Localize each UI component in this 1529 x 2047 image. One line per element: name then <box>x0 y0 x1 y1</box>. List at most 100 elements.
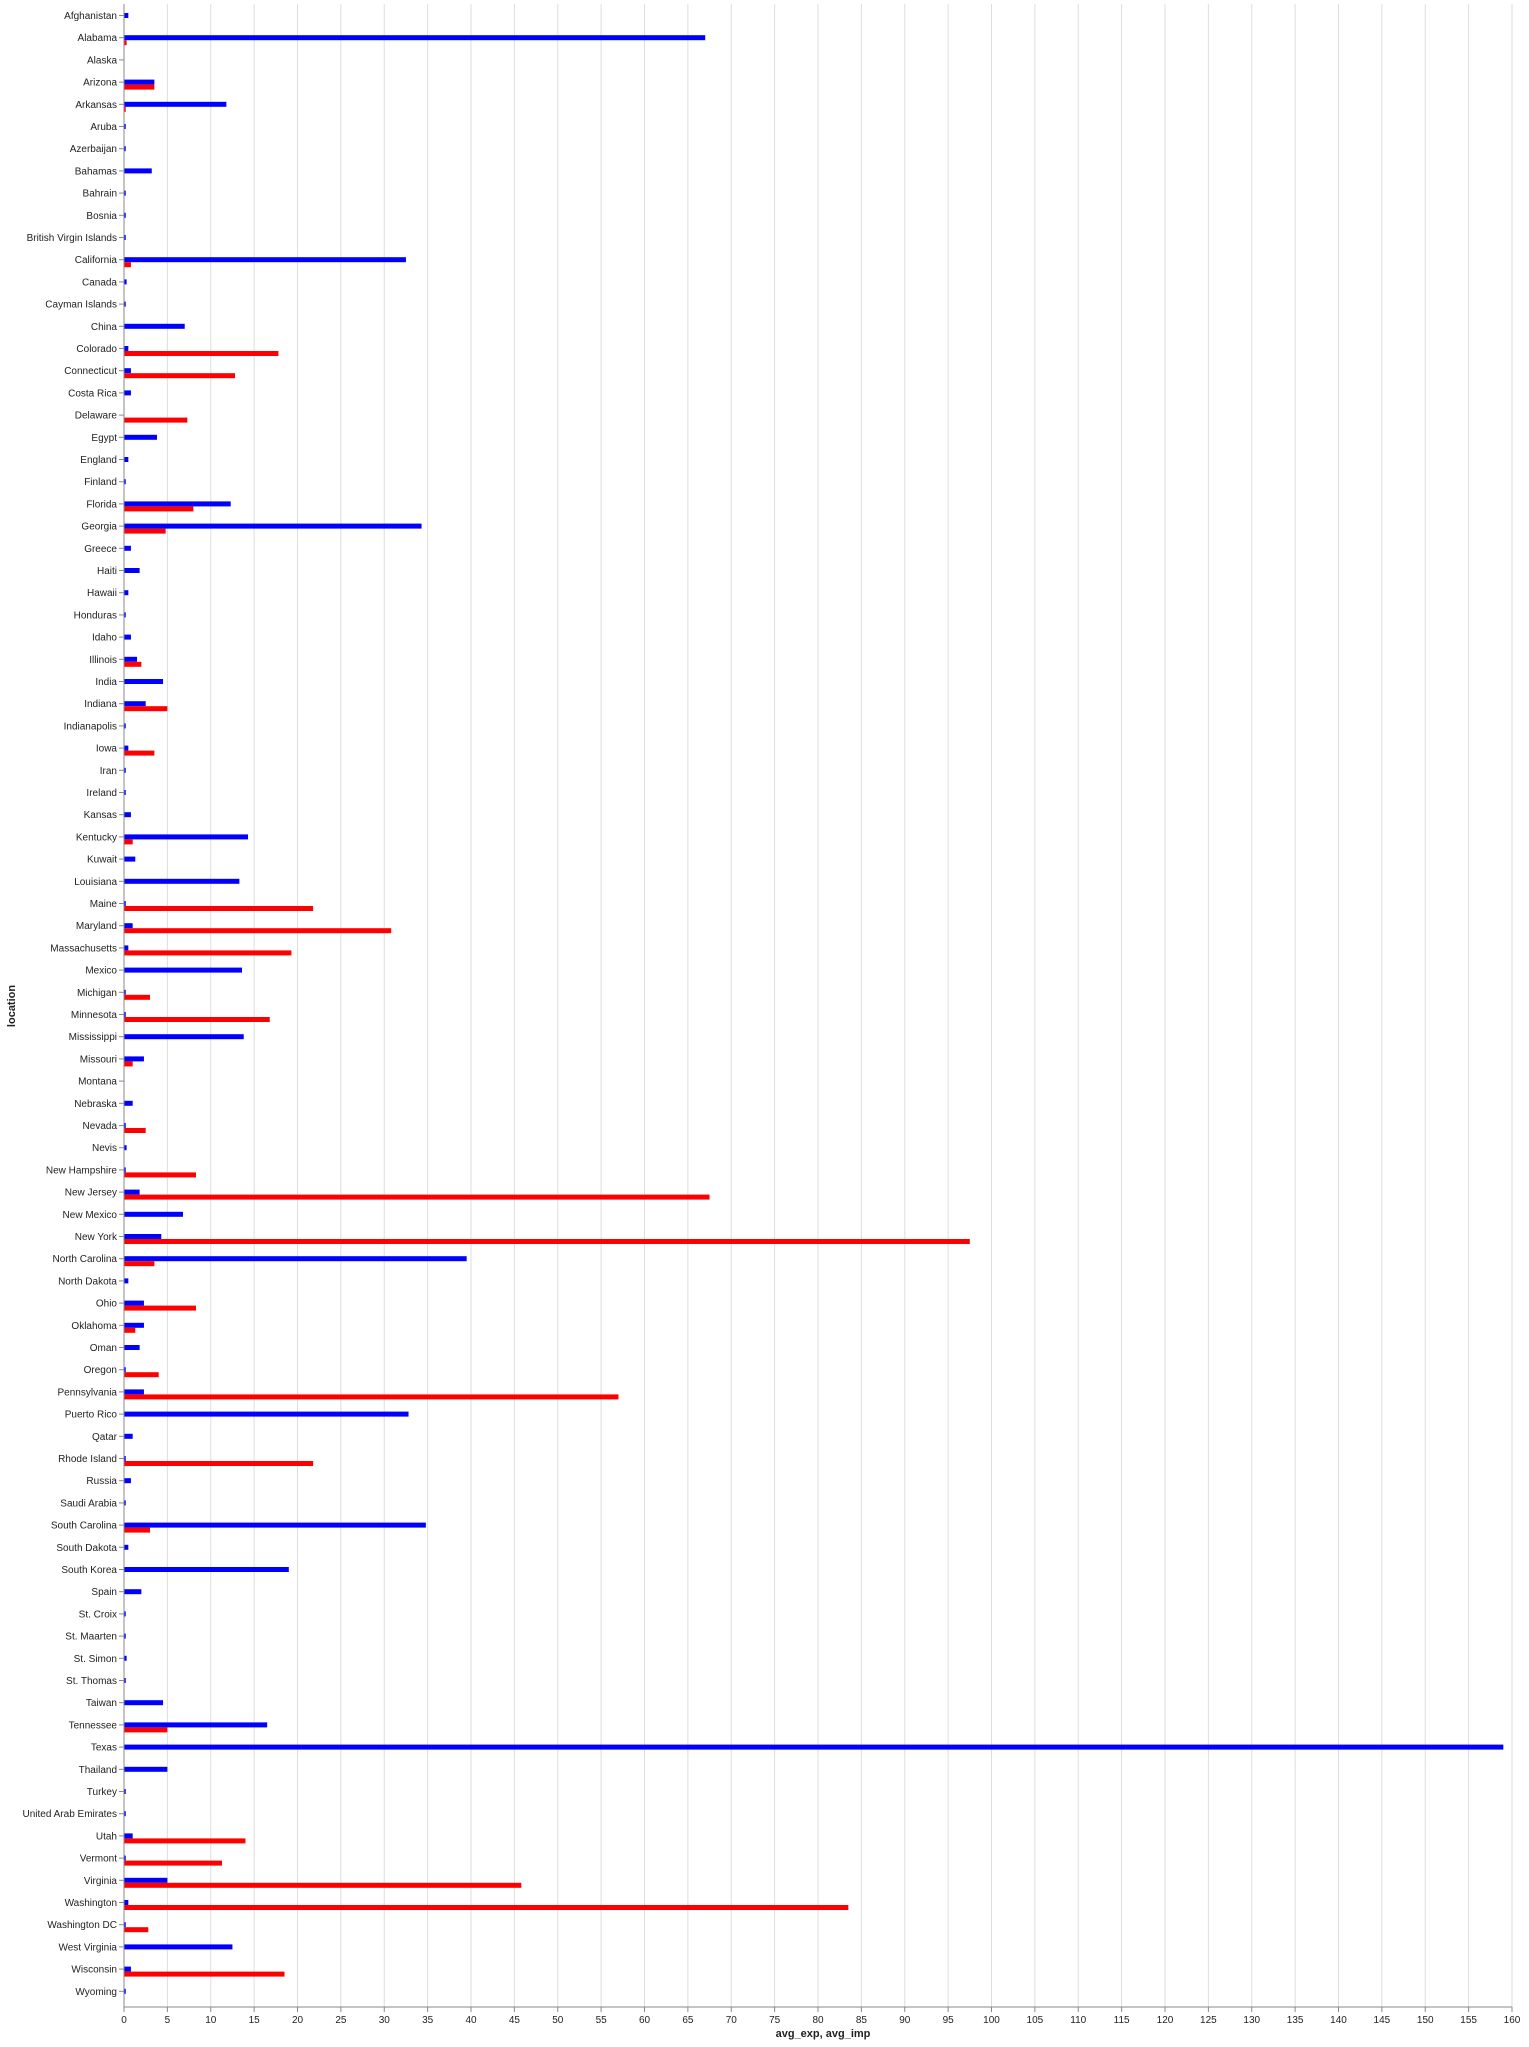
bar-avg-exp <box>124 1211 183 1217</box>
bar-avg-exp <box>124 1322 144 1328</box>
bar-avg-imp <box>124 994 151 1000</box>
x-tick-label: 140 <box>1330 2015 1347 2026</box>
y-tick-label: Azerbaijan <box>70 144 117 155</box>
bar-avg-exp <box>124 457 129 462</box>
x-tick-label: 90 <box>899 2015 911 2026</box>
bar-avg-imp <box>124 40 127 46</box>
x-tick-label: 125 <box>1200 2015 1217 2026</box>
x-tick-label: 135 <box>1287 2015 1304 2026</box>
bar-avg-imp <box>124 1882 522 1888</box>
bar-avg-exp <box>124 634 131 640</box>
y-tick-label: Alabama <box>78 33 118 44</box>
y-tick-label: Indiana <box>84 699 117 710</box>
bar-avg-imp <box>124 1727 168 1733</box>
x-tick-label: 75 <box>769 2015 781 2026</box>
x-tick-label: 35 <box>422 2015 434 2026</box>
bar-avg-exp <box>124 1766 168 1772</box>
x-tick-label: 115 <box>1114 2015 1130 2026</box>
x-tick-label: 110 <box>1070 2015 1086 2026</box>
bar-avg-imp <box>124 661 142 667</box>
bar-avg-imp <box>124 839 133 845</box>
y-tick-label: Oman <box>90 1343 117 1354</box>
bar-avg-exp <box>124 1478 131 1484</box>
x-tick-label: 130 <box>1243 2015 1260 2026</box>
bar-avg-exp <box>124 790 126 795</box>
bar-avg-exp <box>124 323 185 329</box>
x-tick-label: 95 <box>943 2015 955 2026</box>
bar-avg-imp <box>124 1239 970 1244</box>
y-axis-title: location <box>6 985 18 1027</box>
y-tick-label: Nevada <box>83 1121 118 1132</box>
y-tick-label: Iowa <box>96 744 118 755</box>
x-tick-label: 0 <box>121 2015 127 2026</box>
bar-avg-exp <box>124 257 406 263</box>
bar-avg-exp <box>124 967 242 973</box>
bar-avg-imp <box>124 906 314 911</box>
y-tick-label: Virginia <box>84 1876 118 1887</box>
bar-avg-imp <box>124 1194 710 1200</box>
y-tick-label: New Jersey <box>65 1188 117 1199</box>
x-tick-label: 50 <box>552 2015 564 2026</box>
y-tick-label: North Dakota <box>58 1276 117 1287</box>
y-tick-label: West Virginia <box>58 1942 117 1953</box>
bar-avg-exp <box>124 1034 244 1040</box>
bar-avg-exp <box>124 1012 126 1017</box>
y-tick-label: California <box>75 255 118 266</box>
bar-avg-exp <box>124 1345 140 1350</box>
y-tick-label: Oregon <box>84 1365 117 1376</box>
bar-avg-imp <box>124 373 236 379</box>
bar-avg-exp <box>124 1500 126 1506</box>
y-tick-label: Costa Rica <box>68 388 117 399</box>
x-tick-label: 145 <box>1374 2015 1391 2026</box>
bars <box>124 13 1504 1994</box>
bar-avg-exp <box>124 479 126 485</box>
x-tick-label: 15 <box>249 2015 261 2026</box>
bar-avg-exp <box>124 13 129 18</box>
bar-avg-exp <box>124 1300 144 1306</box>
y-tick-label: Taiwan <box>86 1698 117 1709</box>
y-tick-label: Wisconsin <box>71 1965 117 1976</box>
bar-avg-imp <box>124 1461 314 1466</box>
y-tick-label: Michigan <box>77 988 117 999</box>
y-tick-label: Mexico <box>85 966 117 977</box>
x-tick-label: 40 <box>465 2015 477 2026</box>
bar-avg-exp <box>124 612 126 618</box>
x-tick-label: 150 <box>1417 2015 1434 2026</box>
bar-avg-exp <box>124 1611 126 1617</box>
y-tick-label: Nebraska <box>74 1099 117 1110</box>
bar-avg-exp <box>124 1100 133 1106</box>
y-tick-label: Tennessee <box>69 1720 118 1731</box>
y-tick-label: St. Croix <box>79 1609 117 1620</box>
bar-avg-exp <box>124 35 706 41</box>
x-tick-label: 105 <box>1027 2015 1044 2026</box>
y-tick-label: Pennsylvania <box>58 1387 118 1398</box>
y-tick-label: Bahamas <box>75 166 117 177</box>
bar-avg-exp <box>124 745 129 751</box>
bar-avg-exp <box>124 856 136 862</box>
y-tick-label: Ireland <box>86 788 117 799</box>
bar-avg-exp <box>124 1411 409 1417</box>
bar-avg-imp <box>124 1372 159 1378</box>
x-tick-label: 120 <box>1157 2015 1174 2026</box>
bar-avg-exp <box>124 1944 233 1950</box>
y-tick-label: Saudi Arabia <box>60 1498 117 1509</box>
y-tick-label: China <box>91 322 118 333</box>
y-tick-label: Connecticut <box>64 366 117 377</box>
bar-avg-exp <box>124 1700 164 1706</box>
y-tick-label: Delaware <box>75 411 118 422</box>
bar-avg-exp <box>124 434 157 440</box>
x-tick-label: 60 <box>639 2015 651 2026</box>
bar-avg-exp <box>124 1544 129 1550</box>
bar-avg-exp <box>124 212 126 218</box>
bar-avg-exp <box>124 1567 289 1572</box>
gridlines <box>123 4 1513 2007</box>
bar-avg-exp <box>124 523 422 529</box>
y-tick-label: Haiti <box>97 566 117 577</box>
bar-avg-imp <box>124 528 166 534</box>
bar-avg-imp <box>124 106 126 112</box>
bar-avg-exp <box>124 301 126 307</box>
y-tick-label: Iran <box>100 766 117 777</box>
y-tick-label: Egypt <box>91 433 117 444</box>
y-tick-label: St. Thomas <box>66 1676 117 1687</box>
